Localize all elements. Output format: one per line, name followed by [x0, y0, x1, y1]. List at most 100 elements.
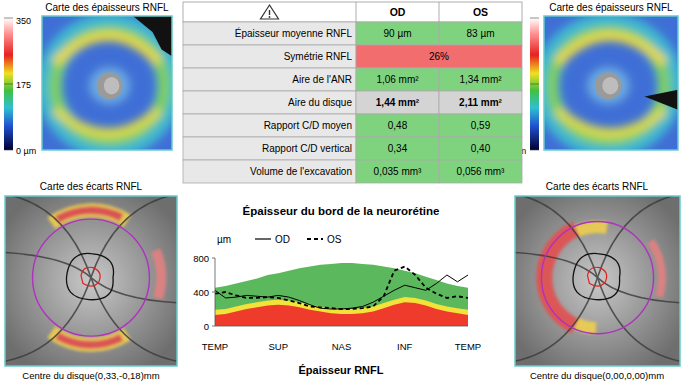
- deviation-zone: [544, 229, 576, 326]
- axis-label: Épaisseur RNFL: [299, 364, 384, 376]
- vessel: [91, 196, 177, 278]
- legend-swatch: [307, 238, 323, 240]
- colorbar-label: 175: [16, 80, 31, 90]
- row-label: Épaisseur moyenne RNFL: [235, 27, 353, 39]
- cell-value: 1,06 mm²: [376, 74, 419, 85]
- map-frame: [515, 196, 680, 366]
- row-label-cell: [183, 68, 356, 91]
- vessels: [5, 196, 177, 363]
- deviation-zone: [51, 210, 127, 223]
- deviation-zone: [51, 332, 127, 345]
- cell-value: 0,48: [388, 120, 408, 131]
- colorbar-tick: [4, 18, 13, 19]
- cup-contour: [588, 267, 607, 286]
- map-band: [552, 32, 665, 139]
- deviation-zone: [577, 227, 607, 231]
- value-cell: [356, 45, 522, 68]
- row-label: Symétrie RNFL: [284, 51, 353, 62]
- vessel: [5, 196, 91, 278]
- map-title: Carte des épaisseurs RNFL: [549, 2, 673, 13]
- map-bg: [544, 16, 678, 150]
- deviation-zones: [544, 227, 662, 328]
- y-tick-label: 400: [193, 287, 209, 298]
- measure-circle: [541, 222, 653, 334]
- map-inner: [89, 67, 131, 105]
- map-title: Carte des écarts RNFL: [546, 181, 649, 192]
- y-tick-label: 0: [204, 321, 209, 332]
- plot-area: [215, 263, 468, 326]
- fundus: [5, 196, 177, 366]
- legend-label: OD: [275, 234, 290, 245]
- deviation-map: [515, 196, 680, 366]
- thickness-map: [42, 16, 172, 150]
- row-label: Rapport C/D vertical: [262, 143, 352, 154]
- value-cell: [356, 137, 439, 160]
- y-tick: [212, 326, 215, 327]
- y-tick-label: 800: [193, 253, 209, 264]
- vessel: [91, 278, 177, 304]
- map-title: Carte des épaisseurs RNFL: [45, 2, 169, 13]
- normative-band: [215, 302, 468, 326]
- vessel: [515, 278, 598, 363]
- value-cell: [439, 114, 522, 137]
- colorbar-tick: [530, 84, 539, 85]
- cell-value: 83 µm: [467, 28, 495, 39]
- optic-cup: [602, 77, 618, 94]
- thickness-map: [544, 16, 678, 150]
- row-label: Aire de l'ANR: [292, 74, 352, 85]
- deviation-zone: [57, 210, 121, 219]
- x-tick-label: TEMP: [202, 341, 228, 352]
- series-line: [215, 267, 468, 310]
- table: ODOSÉpaisseur moyenne RNFL90 µm83 µmSymé…: [183, 2, 522, 183]
- legend-swatch: [255, 238, 271, 239]
- map-frame: [42, 16, 172, 150]
- map-blobs: [547, 27, 670, 145]
- value-cell: [356, 68, 439, 91]
- cell-value: 1,34 mm²: [459, 74, 502, 85]
- colorbar: [4, 18, 13, 150]
- colorbar: [530, 18, 539, 150]
- x-tick-label: INF: [397, 341, 413, 352]
- row-label: Aire du disque: [288, 97, 352, 108]
- vessel: [515, 196, 598, 278]
- caption: Centre du disque(0,00,0,00)mm: [530, 370, 664, 381]
- optic-disc: [97, 72, 123, 99]
- value-cell: [356, 22, 439, 45]
- cell-value: 0,035 mm³: [374, 166, 422, 177]
- cell-value: 90 µm: [384, 28, 412, 39]
- warning-icon: [261, 5, 279, 19]
- map-arc: [557, 110, 664, 133]
- map-bg: [42, 16, 172, 150]
- map-title: Carte des écarts RNFL: [40, 181, 143, 192]
- row-label-cell: [183, 91, 356, 114]
- warning-icon: [269, 16, 271, 18]
- deviation-map: [5, 196, 177, 366]
- cup-contour: [81, 267, 100, 286]
- map-mask: [133, 16, 172, 56]
- disc-contour: [573, 253, 620, 299]
- row-label-cell: [183, 137, 356, 160]
- optic-cup: [104, 77, 120, 94]
- deviation-zone: [576, 324, 596, 329]
- row-label-cell: [183, 45, 356, 68]
- vessel: [91, 278, 177, 363]
- y-tick: [212, 258, 215, 259]
- map-frame: [544, 16, 678, 150]
- cell-value: 0,40: [471, 143, 491, 154]
- x-axis: [215, 326, 468, 327]
- vessel: [5, 278, 91, 363]
- colorbar-label: 0 µm: [16, 146, 36, 156]
- normative-band: [215, 263, 468, 326]
- vessel: [598, 278, 681, 363]
- row-label-cell: [183, 114, 356, 137]
- map-band: [50, 27, 170, 145]
- page: Carte des épaisseurs RNFL Carte des épais…: [0, 0, 683, 382]
- value-cell: [439, 91, 522, 114]
- map-frame: [5, 196, 177, 366]
- row-label-cell: [183, 160, 356, 183]
- colorbar-tick: [4, 150, 13, 151]
- cell-value: 0,34: [388, 143, 408, 154]
- value-cell: [439, 22, 522, 45]
- normative-band: [215, 297, 468, 326]
- column-header: OS: [473, 6, 488, 18]
